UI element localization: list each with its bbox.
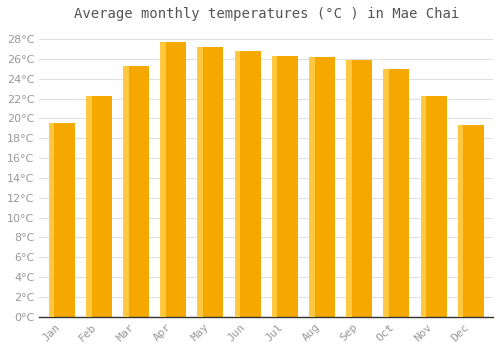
Bar — [384, 69, 389, 317]
Bar — [420, 96, 426, 317]
Bar — [346, 60, 352, 317]
Bar — [198, 47, 203, 317]
Bar — [123, 66, 128, 317]
Bar — [123, 66, 149, 317]
Bar — [86, 96, 92, 317]
Bar — [160, 42, 166, 317]
Bar — [123, 66, 128, 317]
Bar — [272, 56, 298, 317]
Bar — [346, 60, 372, 317]
Bar — [384, 69, 409, 317]
Bar — [234, 51, 240, 317]
Bar — [272, 56, 278, 317]
Title: Average monthly temperatures (°C ) in Mae Chai: Average monthly temperatures (°C ) in Ma… — [74, 7, 459, 21]
Bar — [458, 125, 464, 317]
Bar — [48, 123, 54, 317]
Bar — [198, 47, 203, 317]
Bar — [234, 51, 260, 317]
Bar — [86, 96, 92, 317]
Bar — [48, 123, 74, 317]
Bar — [309, 57, 314, 317]
Bar — [48, 123, 54, 317]
Bar — [160, 42, 186, 317]
Bar — [420, 96, 446, 317]
Bar — [309, 57, 314, 317]
Bar — [234, 51, 240, 317]
Bar — [86, 96, 112, 317]
Bar — [384, 69, 389, 317]
Bar — [420, 96, 426, 317]
Bar — [346, 60, 352, 317]
Bar — [309, 57, 335, 317]
Bar — [198, 47, 224, 317]
Bar — [160, 42, 166, 317]
Bar — [458, 125, 484, 317]
Bar — [272, 56, 278, 317]
Bar — [458, 125, 464, 317]
